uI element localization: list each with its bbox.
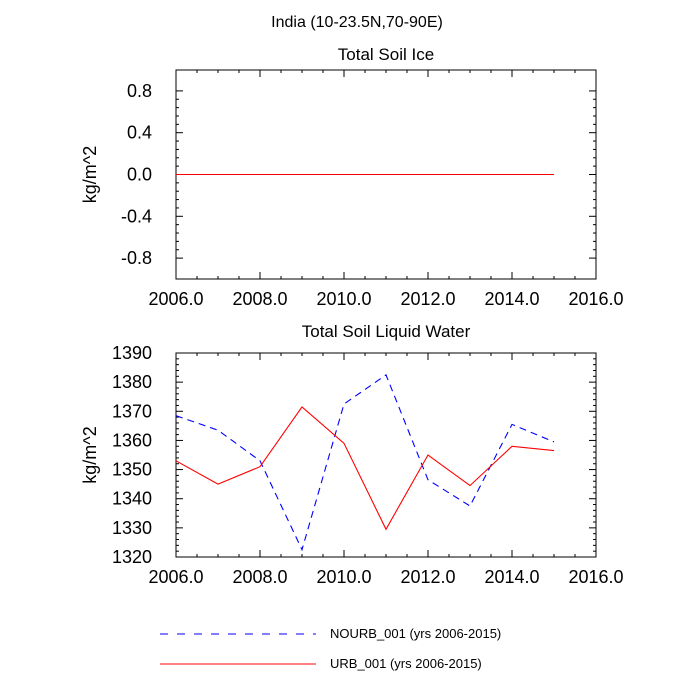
x-tick-label: 2014.0 (484, 289, 539, 309)
series-line-nourb-001-yrs-2006-2015 (175, 374, 555, 552)
x-tick-label: 2006.0 (148, 567, 203, 587)
panel-title: Total Soil Liquid Water (302, 322, 471, 341)
legend-item: NOURB_001 (yrs 2006-2015) (160, 626, 501, 641)
x-tick-label: 2012.0 (400, 567, 455, 587)
panel-total-soil-ice: Total Soil Ice kg/m^2 2006.0 2008.0 2010.0 20… (80, 45, 624, 309)
y-tick-label: 1380 (112, 372, 152, 392)
series-line-urb-001-yrs-2006-2015 (175, 406, 555, 531)
y-tick-label: -0.8 (121, 248, 152, 268)
x-tick-label: 2016.0 (568, 567, 623, 587)
figure-title: India (10-23.5N,70-90E) (271, 14, 443, 31)
y-tick-label: 0.8 (127, 81, 152, 101)
y-axis-label: kg/m^2 (80, 146, 100, 203)
y-tick-label: -0.4 (121, 206, 152, 226)
y-axis-label: kg/m^2 (80, 426, 100, 483)
x-tick-label: 2010.0 (316, 567, 371, 587)
legend-label: URB_001 (yrs 2006-2015) (330, 656, 482, 671)
y-tick-label: 1370 (112, 401, 152, 421)
x-tick-label: 2014.0 (484, 567, 539, 587)
plot-frame (175, 352, 597, 558)
x-tick-label: 2006.0 (148, 289, 203, 309)
y-tick-label: 1320 (112, 547, 152, 567)
y-tick-label: 1360 (112, 430, 152, 450)
y-tick-label: 0.0 (127, 165, 152, 185)
x-tick-label: 2008.0 (232, 289, 287, 309)
legend: NOURB_001 (yrs 2006-2015) URB_001 (yrs 20… (160, 626, 501, 671)
y-tick-label: 1330 (112, 518, 152, 538)
panel-title: Total Soil Ice (338, 45, 434, 64)
y-tick-label: 0.4 (127, 123, 152, 143)
x-tick-label: 2016.0 (568, 289, 623, 309)
panel-total-soil-liquid-water: Total Soil Liquid Water kg/m^2 2006.0 2008.… (80, 322, 624, 587)
y-tick-label: 1340 (112, 489, 152, 509)
legend-label: NOURB_001 (yrs 2006-2015) (330, 626, 501, 641)
x-tick-label: 2008.0 (232, 567, 287, 587)
y-tick-label: 1350 (112, 460, 152, 480)
x-tick-label: 2012.0 (400, 289, 455, 309)
y-tick-label: 1390 (112, 343, 152, 363)
legend-item: URB_001 (yrs 2006-2015) (160, 656, 482, 671)
x-tick-label: 2010.0 (316, 289, 371, 309)
